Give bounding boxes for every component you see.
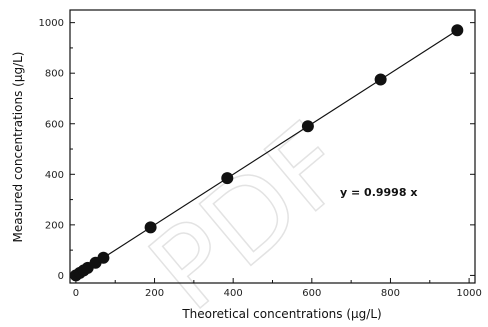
x-tick-label: 400 xyxy=(224,288,243,299)
data-point xyxy=(374,73,387,86)
data-point xyxy=(144,221,157,234)
fit-line xyxy=(75,29,458,276)
y-tick-label: 1000 xyxy=(39,18,64,29)
data-point xyxy=(221,172,234,185)
x-tick-label: 1000 xyxy=(456,288,481,299)
x-tick-label: 0 xyxy=(73,288,79,299)
y-tick-label: 800 xyxy=(45,69,64,80)
data-point xyxy=(451,24,464,37)
fit-equation: y = 0.9998 x xyxy=(340,186,417,199)
x-tick-label: 600 xyxy=(302,288,321,299)
y-tick-label: 0 xyxy=(58,271,64,282)
x-axis-title: Theoretical concentrations (µg/L) xyxy=(181,307,381,321)
y-tick-label: 600 xyxy=(45,119,64,130)
data-point xyxy=(301,120,314,133)
data-point xyxy=(97,251,110,264)
y-axis-title: Measured concentrations (µg/L) xyxy=(11,52,25,243)
x-tick-label: 800 xyxy=(381,288,400,299)
x-tick-label: 200 xyxy=(145,288,164,299)
y-tick-label: 400 xyxy=(45,170,64,181)
y-tick-label: 200 xyxy=(45,220,64,231)
